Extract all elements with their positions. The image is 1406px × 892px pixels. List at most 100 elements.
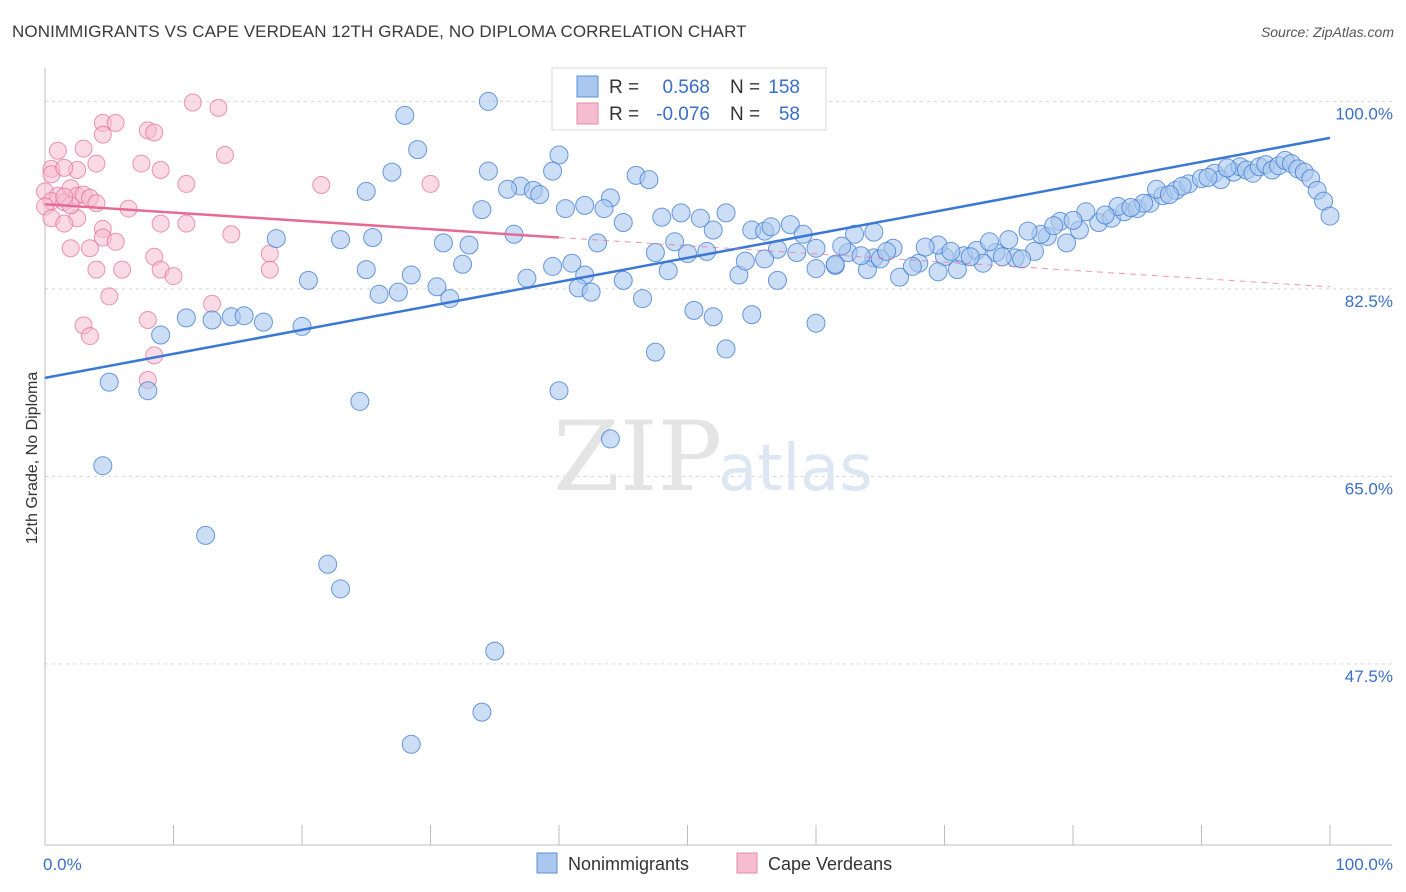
trend-line-nonimmigrants bbox=[44, 136, 1331, 380]
data-point-nonimmigrants bbox=[176, 308, 196, 328]
series-legend-swatch-cape-verdeans bbox=[736, 852, 758, 874]
data-point-nonimmigrants bbox=[645, 243, 665, 262]
data-point-nonimmigrants bbox=[382, 162, 402, 182]
data-point-nonimmigrants bbox=[806, 313, 826, 333]
data-point-nonimmigrants bbox=[472, 702, 492, 722]
series-cape-verdeans bbox=[36, 93, 440, 389]
series-nonimmigrants bbox=[93, 91, 1340, 754]
data-point-nonimmigrants bbox=[742, 305, 762, 325]
series-legend-label-cape-verdeans: Cape Verdeans bbox=[768, 854, 892, 874]
data-point-nonimmigrants bbox=[581, 282, 601, 302]
data-point-nonimmigrants bbox=[979, 232, 999, 252]
series-legend: Nonimmigrants Cape Verdeans bbox=[536, 852, 892, 874]
data-point-nonimmigrants bbox=[1095, 205, 1115, 225]
data-point-cape-verdeans bbox=[80, 327, 99, 346]
data-point-nonimmigrants bbox=[408, 140, 428, 160]
data-point-nonimmigrants bbox=[600, 429, 620, 449]
data-point-cape-verdeans bbox=[100, 287, 119, 306]
series-legend-label-nonimmigrants: Nonimmigrants bbox=[568, 854, 689, 874]
data-point-nonimmigrants bbox=[613, 270, 633, 290]
data-point-nonimmigrants bbox=[806, 238, 826, 258]
data-point-nonimmigrants bbox=[1320, 206, 1340, 226]
data-point-nonimmigrants bbox=[202, 310, 222, 330]
watermark: ZIP atlas bbox=[553, 401, 873, 513]
data-point-cape-verdeans bbox=[55, 214, 74, 233]
data-point-nonimmigrants bbox=[1018, 221, 1038, 241]
data-point-nonimmigrants bbox=[755, 249, 775, 269]
data-point-cape-verdeans bbox=[106, 232, 125, 251]
legend-n-label-1: N = bbox=[730, 77, 760, 98]
legend-n-label-2: N = bbox=[730, 104, 760, 125]
legend-swatch-blue bbox=[576, 75, 599, 98]
y-tick-label: 82.5% bbox=[1345, 292, 1393, 311]
legend-r-label-2: R = bbox=[609, 104, 639, 125]
data-point-nonimmigrants bbox=[864, 222, 884, 242]
data-point-nonimmigrants bbox=[992, 247, 1012, 267]
data-point-nonimmigrants bbox=[780, 215, 800, 235]
data-point-nonimmigrants bbox=[645, 342, 665, 362]
data-point-nonimmigrants bbox=[234, 306, 254, 326]
data-point-nonimmigrants bbox=[703, 307, 723, 327]
y-tick-labels: 100.0% 82.5% 65.0% 47.5% bbox=[1335, 104, 1393, 686]
source-credit: Source: ZipAtlas.com bbox=[1260, 24, 1394, 40]
data-point-cape-verdeans bbox=[55, 187, 74, 206]
data-point-cape-verdeans bbox=[113, 260, 132, 279]
legend-r-value-1: 0.568 bbox=[662, 77, 710, 98]
data-point-nonimmigrants bbox=[652, 207, 672, 227]
data-point-nonimmigrants bbox=[369, 284, 389, 304]
x-tick-label-min: 0.0% bbox=[43, 855, 82, 874]
legend-r-label-1: R = bbox=[609, 77, 639, 98]
data-point-nonimmigrants bbox=[253, 312, 273, 332]
data-point-nonimmigrants bbox=[93, 456, 113, 476]
data-point-nonimmigrants bbox=[549, 381, 569, 401]
data-point-nonimmigrants bbox=[356, 181, 376, 201]
data-point-nonimmigrants bbox=[472, 200, 492, 220]
data-point-cape-verdeans bbox=[260, 260, 279, 279]
data-point-nonimmigrants bbox=[478, 161, 498, 181]
data-point-nonimmigrants bbox=[703, 220, 723, 240]
data-point-nonimmigrants bbox=[388, 282, 408, 302]
data-point-cape-verdeans bbox=[80, 239, 99, 258]
x-tick-label-max: 100.0% bbox=[1335, 855, 1393, 874]
data-point-nonimmigrants bbox=[690, 208, 710, 228]
data-point-cape-verdeans bbox=[164, 267, 183, 286]
data-point-cape-verdeans bbox=[145, 123, 164, 142]
data-point-nonimmigrants bbox=[427, 277, 447, 297]
x-tick-labels: 0.0% 100.0% bbox=[43, 855, 1393, 874]
data-point-cape-verdeans bbox=[151, 214, 170, 233]
data-point-nonimmigrants bbox=[543, 256, 563, 276]
data-point-nonimmigrants bbox=[478, 91, 498, 111]
data-point-nonimmigrants bbox=[1159, 185, 1179, 205]
data-point-cape-verdeans bbox=[138, 311, 157, 329]
data-point-cape-verdeans bbox=[93, 125, 112, 144]
axes bbox=[44, 68, 1392, 846]
data-point-nonimmigrants bbox=[575, 195, 595, 215]
data-point-nonimmigrants bbox=[196, 525, 216, 545]
watermark-zip: ZIP bbox=[553, 401, 722, 513]
data-point-nonimmigrants bbox=[697, 241, 717, 261]
data-point-nonimmigrants bbox=[1044, 216, 1064, 236]
data-point-cape-verdeans bbox=[177, 174, 196, 193]
data-point-nonimmigrants bbox=[761, 217, 781, 237]
data-point-cape-verdeans bbox=[87, 260, 106, 279]
legend-r-value-2: -0.076 bbox=[656, 104, 710, 125]
data-point-nonimmigrants bbox=[356, 260, 376, 280]
data-point-nonimmigrants bbox=[639, 170, 659, 190]
data-point-nonimmigrants bbox=[915, 237, 935, 257]
data-point-nonimmigrants bbox=[960, 247, 980, 267]
data-point-nonimmigrants bbox=[498, 179, 518, 199]
data-point-nonimmigrants bbox=[331, 230, 351, 250]
watermark-atlas: atlas bbox=[718, 432, 873, 506]
data-point-nonimmigrants bbox=[825, 254, 845, 274]
data-point-nonimmigrants bbox=[832, 236, 852, 256]
data-point-cape-verdeans bbox=[215, 146, 234, 164]
data-point-cape-verdeans bbox=[222, 225, 241, 244]
data-point-cape-verdeans bbox=[106, 113, 125, 132]
data-point-cape-verdeans bbox=[61, 239, 80, 258]
data-point-nonimmigrants bbox=[1057, 233, 1077, 253]
data-point-nonimmigrants bbox=[1217, 158, 1237, 178]
data-point-nonimmigrants bbox=[1012, 249, 1032, 269]
data-point-nonimmigrants bbox=[658, 261, 678, 281]
data-point-nonimmigrants bbox=[613, 213, 633, 232]
data-point-nonimmigrants bbox=[433, 233, 453, 253]
